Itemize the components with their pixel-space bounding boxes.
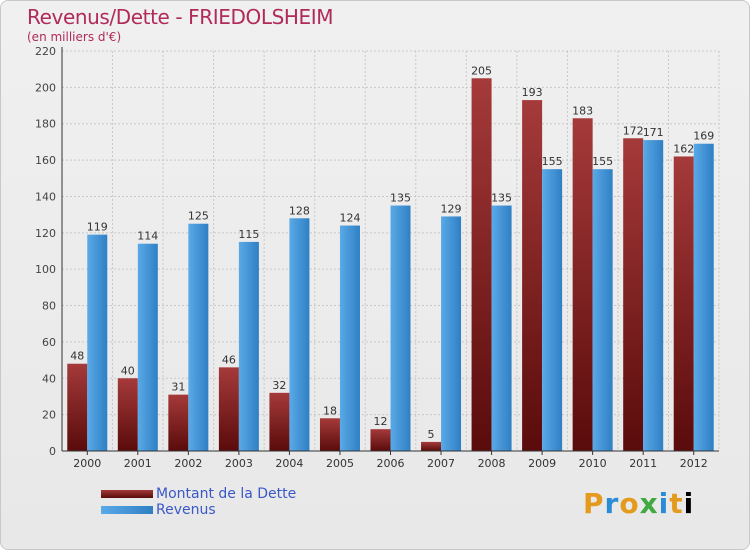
- legend-label-revenue: Revenus: [156, 502, 216, 518]
- x-tick-label: 2008: [478, 457, 506, 470]
- bar-debt: [67, 363, 88, 451]
- bar-revenue: [592, 169, 613, 451]
- data-label-revenue: 129: [441, 202, 462, 215]
- bar-revenue: [137, 243, 158, 451]
- y-tick-label: 0: [49, 445, 56, 458]
- y-tick-label: 220: [35, 45, 56, 58]
- data-label-debt: 48: [70, 350, 84, 363]
- y-tick-label: 160: [35, 154, 56, 167]
- bar-revenue: [441, 216, 462, 451]
- bar-debt: [117, 378, 138, 451]
- y-tick-label: 180: [35, 118, 56, 131]
- x-tick-label: 2003: [225, 457, 253, 470]
- y-tick-label: 200: [35, 81, 56, 94]
- bar-revenue: [643, 140, 664, 451]
- x-tick-label: 2011: [629, 457, 657, 470]
- data-label-debt: 172: [623, 124, 644, 137]
- bar-debt: [471, 78, 492, 451]
- bar-revenue: [188, 223, 209, 451]
- data-label-revenue: 128: [289, 204, 310, 217]
- logo-letter: r: [604, 487, 620, 520]
- data-label-debt: 18: [323, 404, 337, 417]
- data-label-debt: 12: [374, 415, 388, 428]
- data-label-revenue: 169: [693, 130, 714, 143]
- data-label-revenue: 171: [643, 126, 664, 139]
- y-tick-label: 120: [35, 227, 56, 240]
- logo-letter: t: [669, 487, 684, 520]
- bar-debt: [421, 441, 442, 451]
- data-label-revenue: 135: [491, 192, 512, 205]
- x-tick-label: 2005: [326, 457, 354, 470]
- bar-debt: [319, 418, 340, 451]
- x-tick-label: 2012: [680, 457, 708, 470]
- data-label-debt: 31: [171, 381, 185, 394]
- y-tick-label: 80: [42, 300, 56, 313]
- data-label-debt: 162: [673, 142, 694, 155]
- data-label-revenue: 124: [339, 212, 360, 225]
- bar-revenue: [289, 218, 310, 451]
- data-label-debt: 46: [222, 353, 236, 366]
- x-tick-label: 2000: [73, 457, 101, 470]
- x-tick-label: 2009: [528, 457, 556, 470]
- logo-letter: o: [619, 487, 640, 520]
- data-label-debt: 193: [522, 86, 543, 99]
- logo-letter: x: [639, 487, 659, 520]
- proxiti-logo: Proxiti: [583, 487, 694, 520]
- bar-debt: [522, 100, 543, 451]
- data-label-debt: 205: [471, 64, 492, 77]
- logo-letter: i: [683, 487, 695, 520]
- legend-swatch-debt: [101, 490, 153, 498]
- x-tick-label: 2007: [427, 457, 455, 470]
- data-label-debt: 183: [572, 104, 593, 117]
- data-label-revenue: 155: [592, 155, 613, 168]
- data-label-debt: 32: [272, 379, 286, 392]
- bar-revenue: [339, 225, 360, 451]
- x-tick-label: 2006: [377, 457, 405, 470]
- bar-revenue: [491, 205, 512, 451]
- y-tick-label: 20: [42, 409, 56, 422]
- bar-debt: [269, 392, 290, 451]
- x-tick-label: 2004: [275, 457, 303, 470]
- bar-debt: [168, 394, 189, 451]
- legend-swatch-revenue: [101, 506, 153, 514]
- bar-debt: [673, 156, 694, 452]
- bar-revenue: [87, 234, 108, 451]
- legend-label-debt: Montant de la Dette: [156, 486, 297, 502]
- chart-subtitle: (en milliers d'€): [27, 30, 122, 44]
- bar-debt: [572, 118, 593, 451]
- data-label-debt: 5: [428, 428, 435, 441]
- data-label-revenue: 115: [238, 228, 259, 241]
- data-label-revenue: 135: [390, 192, 411, 205]
- x-tick-label: 2001: [124, 457, 152, 470]
- data-label-revenue: 114: [137, 230, 158, 243]
- data-label-revenue: 155: [542, 155, 563, 168]
- data-label-debt: 40: [121, 364, 135, 377]
- data-label-revenue: 125: [188, 210, 209, 223]
- bar-revenue: [238, 241, 259, 451]
- y-tick-label: 60: [42, 336, 56, 349]
- data-label-revenue: 119: [87, 221, 108, 234]
- bar-revenue: [542, 169, 563, 451]
- y-tick-label: 140: [35, 190, 56, 203]
- chart-title: Revenus/Dette - FRIEDOLSHEIM: [27, 5, 334, 29]
- x-tick-label: 2002: [174, 457, 202, 470]
- bar-revenue: [693, 143, 714, 451]
- bar-debt: [218, 367, 239, 451]
- logo-letter: P: [583, 487, 605, 520]
- logo-letter: i: [658, 487, 670, 520]
- y-tick-label: 40: [42, 372, 56, 385]
- bar-debt: [370, 429, 391, 451]
- y-tick-label: 100: [35, 263, 56, 276]
- x-tick-label: 2010: [579, 457, 607, 470]
- bar-debt: [623, 138, 644, 452]
- bar-revenue: [390, 205, 411, 451]
